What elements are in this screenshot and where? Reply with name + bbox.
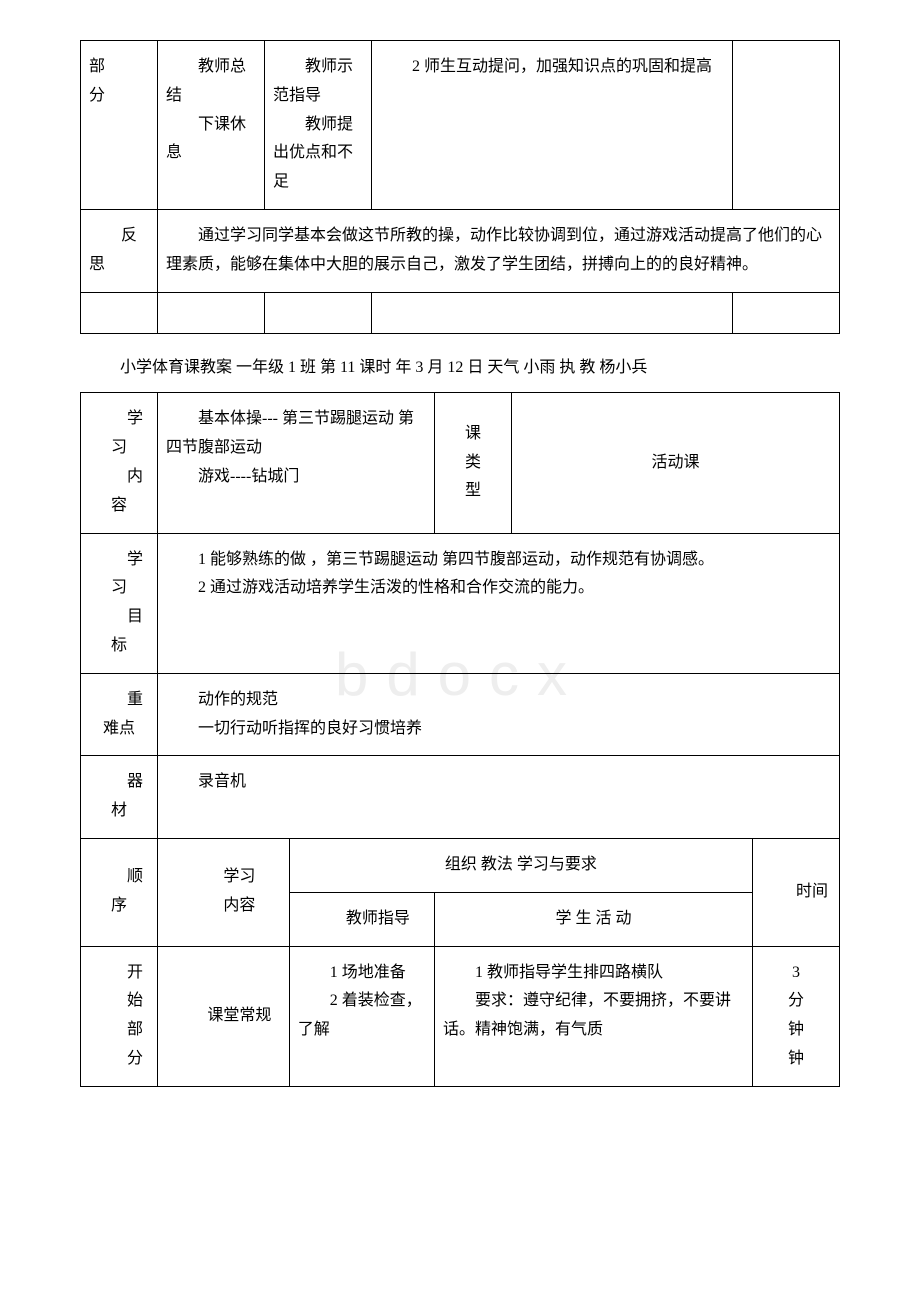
content-label: 学习 内容 xyxy=(81,393,158,533)
empty-cell xyxy=(372,292,733,333)
section-label: 部分 xyxy=(81,41,158,210)
goal-content: 1 能够熟练的做 ，第三节踢腿运动 第四节腹部运动，动作规范有协调感。 2 通过… xyxy=(158,533,840,673)
time-label: 时间 xyxy=(753,838,840,946)
sub-content-label: 学习 内容 xyxy=(158,838,290,946)
lesson-caption: 小学体育课教案 一年级 1 班 第 11 课时 年 3 月 12 日 天气 小雨… xyxy=(120,354,840,383)
empty-cell xyxy=(733,292,840,333)
teacher-guide: 教师示范指导 教师提出优点和不足 xyxy=(265,41,372,210)
table-row: 器材 录音机 xyxy=(81,756,840,839)
equipment-label: 器材 xyxy=(81,756,158,839)
table-row: 重难点 动作的规范 一切行动听指挥的良好习惯培养 xyxy=(81,673,840,756)
reflection-label: 反思 xyxy=(81,209,158,292)
class-type-label: 课类型 xyxy=(435,393,512,533)
table-row: 反思 通过学习同学基本会做这节所教的操，动作比较协调到位，通过游戏活动提高了他们… xyxy=(81,209,840,292)
content-text: 基本体操--- 第三节踢腿运动 第四节腹部运动 游戏----钻城门 xyxy=(158,393,435,533)
sequence-label: 顺序 xyxy=(81,838,158,946)
empty-cell xyxy=(158,292,265,333)
method-header: 组织 教法 学习与要求 xyxy=(289,838,752,892)
empty-cell xyxy=(81,292,158,333)
class-type-value: 活动课 xyxy=(512,393,840,533)
table-row: 开 始 部 分 课堂常规 1 场地准备 2 着装检查，了解 1 教师指导学生排四… xyxy=(81,946,840,1086)
routine-label: 课堂常规 xyxy=(158,946,290,1086)
empty-cell xyxy=(265,292,372,333)
equipment-content: 录音机 xyxy=(158,756,840,839)
student-activity-header: 学 生 活 动 xyxy=(435,892,753,946)
student-activity-content: 1 教师指导学生排四路横队 要求：遵守纪律，不要拥挤，不要讲话。精神饱满，有气质 xyxy=(435,946,753,1086)
main-table: 学习 内容 基本体操--- 第三节踢腿运动 第四节腹部运动 游戏----钻城门 … xyxy=(80,392,840,1086)
interaction-note: 2 师生互动提问，加强知识点的巩固和提高 xyxy=(372,41,733,210)
table-row: 顺序 学习 内容 组织 教法 学习与要求 时间 xyxy=(81,838,840,892)
start-section-label: 开 始 部 分 xyxy=(81,946,158,1086)
reflection-content: 通过学习同学基本会做这节所教的操，动作比较协调到位，通过游戏活动提高了他们的心理… xyxy=(158,209,840,292)
goal-label: 学习 目标 xyxy=(81,533,158,673)
table-row: 部分 教师总结 下课休息 教师示范指导 教师提出优点和不足 2 师生互动提问，加… xyxy=(81,41,840,210)
table-row xyxy=(81,292,840,333)
teacher-summary: 教师总结 下课休息 xyxy=(158,41,265,210)
time-value: 3分钟钟 xyxy=(753,946,840,1086)
table-row: 学习 目标 1 能够熟练的做 ，第三节踢腿运动 第四节腹部运动，动作规范有协调感… xyxy=(81,533,840,673)
prep-content: 1 场地准备 2 着装检查，了解 xyxy=(289,946,434,1086)
table-row: 学习 内容 基本体操--- 第三节踢腿运动 第四节腹部运动 游戏----钻城门 … xyxy=(81,393,840,533)
teacher-guide-header: 教师指导 xyxy=(289,892,434,946)
keypoint-content: 动作的规范 一切行动听指挥的良好习惯培养 xyxy=(158,673,840,756)
top-table: 部分 教师总结 下课休息 教师示范指导 教师提出优点和不足 2 师生互动提问，加… xyxy=(80,40,840,334)
empty-cell xyxy=(733,41,840,210)
keypoint-label: 重难点 xyxy=(81,673,158,756)
